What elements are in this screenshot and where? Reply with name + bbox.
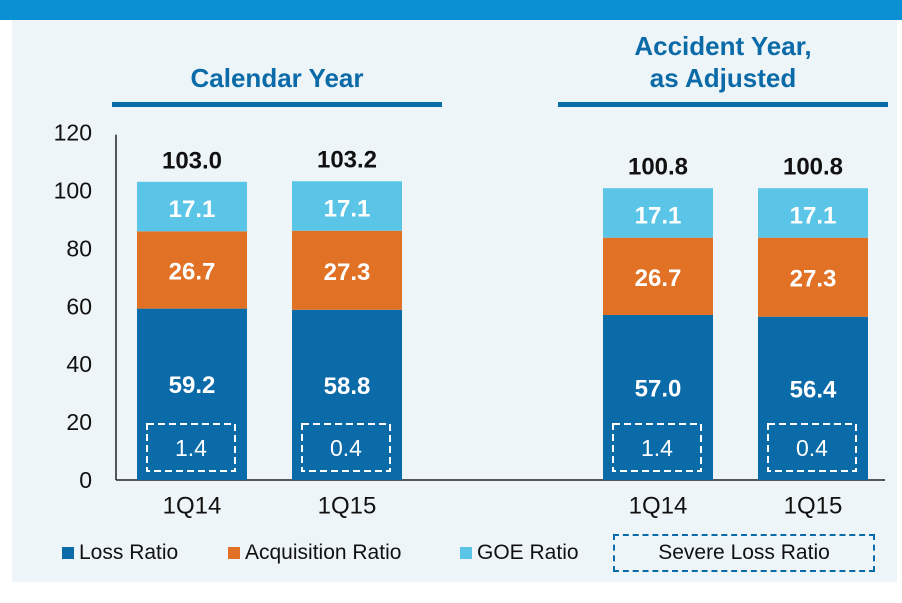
group-title-accident-year: Accident Year, as Adjusted <box>558 30 888 94</box>
data-label-acquisition-4: 27.3 <box>790 266 837 293</box>
data-label-severe-3: 1.4 <box>641 435 673 461</box>
severe-loss-box-1 <box>146 423 236 472</box>
y-tick-label-0: 0 <box>79 467 92 493</box>
legend-swatch-goe <box>460 547 472 559</box>
legend-label-acquisition: Acquisition Ratio <box>245 541 402 564</box>
bar-segment-acquisition-1 <box>137 231 247 309</box>
y-tick-label-40: 40 <box>66 351 92 377</box>
data-label-goe-4: 17.1 <box>790 202 837 229</box>
data-label-acquisition-2: 27.3 <box>324 259 371 286</box>
x-tick-label-1: 1Q14 <box>163 493 222 520</box>
legend-label-severe: Severe Loss Ratio <box>658 541 830 564</box>
bar-segment-loss-4 <box>758 316 868 480</box>
legend-label-goe: GOE Ratio <box>477 541 579 564</box>
legend-swatch-acquisition <box>228 547 240 559</box>
bar-segment-loss-3 <box>603 314 713 480</box>
y-tick-label-80: 80 <box>66 235 92 261</box>
legend-item-goe: GOE Ratio <box>460 538 579 568</box>
x-tick-label-2: 1Q15 <box>318 493 377 520</box>
group-title-accident-year-line2: as Adjusted <box>649 63 797 93</box>
y-tick-label-20: 20 <box>66 409 92 435</box>
group-title-accident-year-line1: Accident Year, <box>634 31 812 61</box>
group-title-calendar-year: Calendar Year <box>190 63 364 93</box>
data-label-loss-4: 56.4 <box>790 377 837 404</box>
legend: Loss Ratio Acquisition Ratio GOE Ratio S… <box>0 534 902 572</box>
y-tick-label-100: 100 <box>54 178 92 204</box>
bar-segment-loss-2 <box>292 309 402 480</box>
data-label-severe-4: 0.4 <box>796 435 828 461</box>
data-label-loss-3: 57.0 <box>635 376 682 403</box>
legend-item-acquisition: Acquisition Ratio <box>228 538 401 568</box>
data-label-loss-1: 59.2 <box>169 372 216 399</box>
bar-segment-acquisition-2 <box>292 230 402 310</box>
total-label-4: 100.8 <box>783 154 843 181</box>
legend-item-loss: Loss Ratio <box>62 538 178 568</box>
total-label-1: 103.0 <box>162 147 222 174</box>
bar-segment-goe-4 <box>758 188 868 238</box>
bar-segment-acquisition-4 <box>758 237 868 317</box>
top-accent-bar <box>0 0 902 20</box>
data-label-severe-1: 1.4 <box>175 435 207 461</box>
data-label-acquisition-3: 26.7 <box>635 265 682 292</box>
bar-segment-loss-1 <box>137 308 247 480</box>
group-underline-accident-year <box>558 102 888 107</box>
bar-segment-goe-1 <box>137 181 247 232</box>
bar-segment-acquisition-3 <box>603 237 713 315</box>
y-tick-label-60: 60 <box>66 293 92 319</box>
severe-loss-box-2 <box>301 423 391 472</box>
data-label-severe-2: 0.4 <box>330 435 362 461</box>
x-tick-label-4: 1Q15 <box>784 493 843 520</box>
data-label-goe-3: 17.1 <box>635 202 682 229</box>
data-label-goe-2: 17.1 <box>324 195 371 222</box>
bar-segment-goe-3 <box>603 188 713 238</box>
y-tick-label-120: 120 <box>54 120 92 146</box>
bar-segment-goe-2 <box>292 181 402 231</box>
data-label-goe-1: 17.1 <box>169 196 216 223</box>
severe-loss-box-3 <box>612 423 702 472</box>
data-label-loss-2: 58.8 <box>324 373 371 400</box>
severe-loss-box-4 <box>767 423 857 472</box>
legend-label-loss: Loss Ratio <box>79 541 179 564</box>
legend-swatch-loss <box>62 547 74 559</box>
legend-item-severe: Severe Loss Ratio <box>613 534 875 572</box>
total-label-2: 103.2 <box>317 147 377 174</box>
group-underline-calendar-year <box>112 102 442 107</box>
x-tick-label-3: 1Q14 <box>629 493 688 520</box>
total-label-3: 100.8 <box>628 154 688 181</box>
data-label-acquisition-1: 26.7 <box>169 258 216 285</box>
